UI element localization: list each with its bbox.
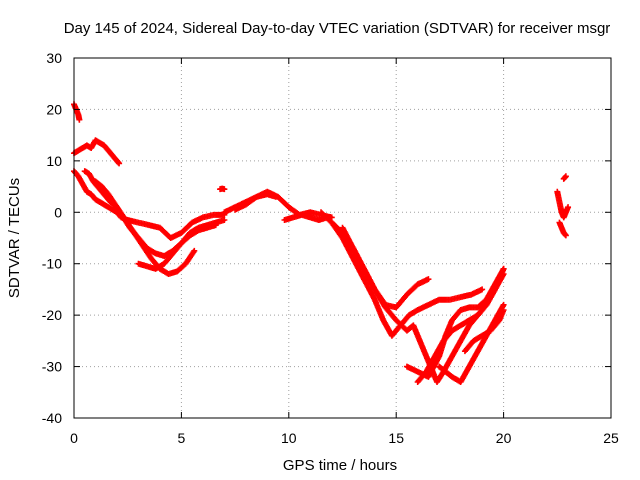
- data-point: [500, 307, 507, 313]
- chart-title: Day 145 of 2024, Sidereal Day-to-day VTE…: [64, 20, 611, 37]
- plot-frame: [73, 57, 612, 419]
- x-tick-label: 0: [70, 430, 78, 446]
- y-tick-label: -10: [42, 256, 62, 272]
- series-track: [71, 168, 228, 241]
- y-tick-label: 10: [46, 153, 62, 169]
- data-point: [191, 247, 198, 254]
- data-point: [221, 217, 228, 223]
- series-track: [554, 188, 572, 221]
- data-point: [76, 116, 83, 123]
- series-track: [71, 137, 123, 167]
- series-track: [560, 173, 569, 182]
- x-tick-label: 5: [178, 430, 186, 446]
- data-point: [565, 204, 572, 211]
- y-tick-label: -20: [42, 307, 62, 323]
- y-tick-label: 30: [46, 50, 62, 66]
- x-tick-label: 10: [281, 430, 297, 446]
- y-tick-label: 0: [54, 204, 62, 220]
- data-point: [116, 160, 123, 167]
- x-tick-label: 20: [496, 430, 512, 446]
- data-point: [500, 271, 507, 277]
- data-points: [71, 101, 572, 385]
- series-track: [414, 271, 507, 385]
- data-point: [562, 173, 569, 180]
- y-axis-label: SDTVAR / TECUs: [6, 178, 23, 298]
- y-tick-label: 20: [46, 101, 62, 117]
- data-point: [500, 265, 507, 272]
- x-tick-label: 25: [603, 430, 619, 446]
- series-track: [71, 101, 83, 123]
- data-point: [221, 186, 228, 193]
- series-track: [92, 178, 198, 277]
- x-axis-label: GPS time / hours: [283, 457, 397, 474]
- y-tick-label: -30: [42, 359, 62, 375]
- grid-lines: [74, 58, 611, 418]
- series-track: [135, 217, 228, 272]
- data-point: [500, 301, 507, 308]
- series-track: [281, 211, 331, 223]
- data-point: [425, 276, 432, 283]
- series-track: [328, 219, 486, 339]
- series-track: [556, 219, 569, 239]
- data-point: [562, 232, 569, 239]
- axis-ticks: 0 5 10 15 20 25 30 20 10 0 -10 -20 -30 -40: [42, 50, 619, 446]
- data-point: [272, 193, 279, 200]
- series-track: [217, 185, 228, 193]
- data-point: [479, 286, 486, 293]
- series-track: [461, 307, 507, 355]
- y-tick-label: -40: [42, 410, 62, 426]
- series-track: [232, 191, 279, 213]
- x-tick-label: 15: [388, 430, 404, 446]
